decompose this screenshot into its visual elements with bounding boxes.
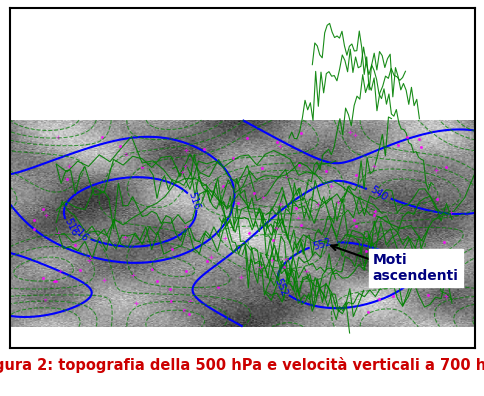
- Text: 552: 552: [272, 277, 289, 298]
- Text: 516: 516: [62, 216, 79, 237]
- Text: 516: 516: [186, 191, 201, 211]
- Text: 516: 516: [69, 223, 90, 244]
- Text: Moti
ascendenti: Moti ascendenti: [372, 253, 458, 283]
- Text: 552: 552: [312, 236, 333, 251]
- Text: 540: 540: [367, 185, 389, 203]
- Text: Figura 2: topografia della 500 hPa e velocità verticali a 700 hPa: Figura 2: topografia della 500 hPa e vel…: [0, 357, 484, 373]
